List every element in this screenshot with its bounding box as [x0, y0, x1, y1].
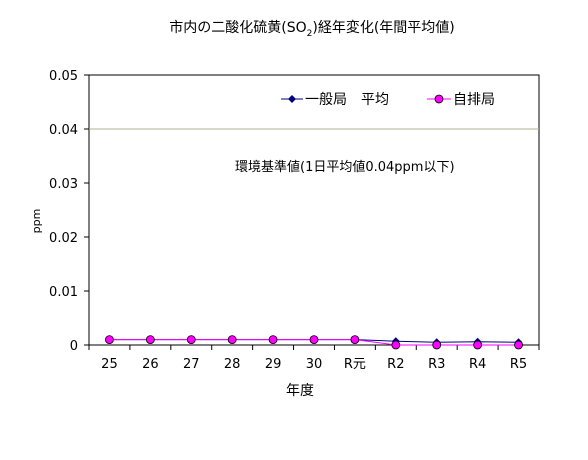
legend-marker-roadside: [434, 94, 444, 104]
legend-label-general: 一般局 平均: [305, 92, 389, 108]
series-1-point: [309, 335, 319, 345]
legend-marker-general: [288, 95, 296, 103]
x-tick-label: R5: [510, 357, 527, 372]
series-1-point: [514, 340, 523, 350]
x-axis: 25 26 27 28 29 30 R元 R2 R3 R4 R5: [88, 345, 540, 372]
series-1-point: [350, 335, 360, 345]
y-tick-label: 0.02: [49, 231, 78, 246]
series: [105, 335, 523, 350]
x-tick-label: 26: [142, 357, 159, 372]
series-1-point: [227, 335, 237, 345]
x-tick-label: R4: [469, 357, 486, 372]
chart-title: 市内の二酸化硫黄(SO2)経年変化(年間平均値): [169, 19, 455, 39]
x-axis-label: 年度: [286, 383, 314, 399]
series-1-point: [473, 340, 483, 350]
series-1-point: [145, 335, 155, 345]
x-tick-label: 29: [265, 357, 282, 372]
chart-title-subscript: 2: [307, 29, 313, 39]
x-tick-label: 27: [183, 357, 200, 372]
y-tick-label: 0.04: [49, 123, 78, 138]
y-axis-label: ppm: [30, 209, 43, 234]
series-1-point: [432, 340, 442, 350]
y-tick-label: 0.01: [49, 285, 78, 300]
y-tick-label: 0: [70, 339, 78, 354]
chart-title-main: 市内の二酸化硫黄(SO: [169, 19, 306, 36]
series-1-point: [186, 335, 196, 345]
plot-area: [88, 74, 540, 346]
y-tick-label: 0.05: [49, 69, 78, 84]
x-tick-label: R3: [428, 357, 445, 372]
series-1-point: [268, 335, 278, 345]
legend: 一般局 平均 自排局: [281, 92, 495, 108]
y-tick-label: 0.03: [49, 177, 78, 192]
series-1-point: [391, 340, 401, 350]
x-tick-label: R2: [387, 357, 404, 372]
x-tick-label: R元: [344, 357, 366, 372]
x-tick-label: 25: [101, 357, 118, 372]
reference-line-label: 環境基準値(1日平均値0.04ppm以下): [235, 159, 455, 175]
legend-label-roadside: 自排局: [453, 92, 495, 108]
x-tick-label: 30: [306, 357, 323, 372]
x-tick-label: 28: [224, 357, 241, 372]
series-1-point: [105, 335, 114, 345]
y-axis: 0 0.01 0.02 0.03 0.04 0.05: [49, 69, 89, 354]
chart-title-end: )経年変化(年間平均値): [312, 19, 454, 36]
